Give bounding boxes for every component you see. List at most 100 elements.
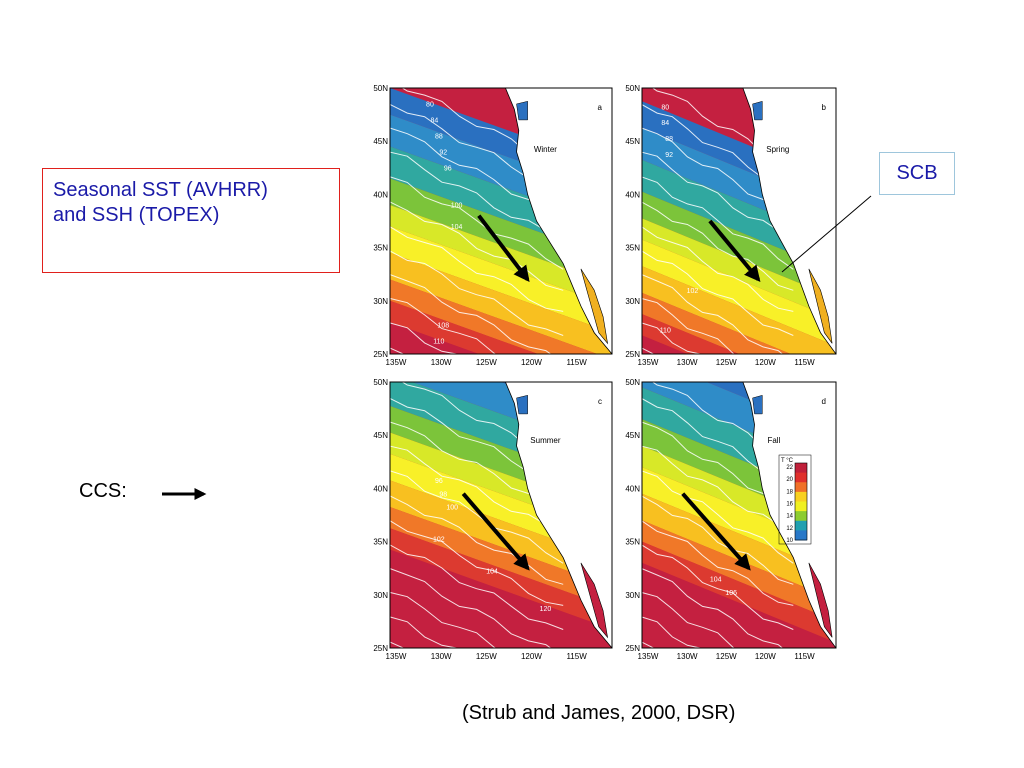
ccs-legend-label: CCS: — [79, 480, 127, 502]
colorbar-unit: T °C — [781, 458, 794, 464]
contour-label: 102 — [687, 288, 699, 295]
lon-tick-label: 135W — [386, 358, 407, 367]
contour-label: 104 — [451, 224, 463, 231]
lon-tick-label: 125W — [716, 358, 737, 367]
lon-tick-label: 130W — [431, 652, 452, 661]
lat-tick-label: 40N — [373, 190, 388, 199]
panel-frame — [389, 87, 613, 355]
contour-label: 92 — [439, 150, 447, 157]
lon-tick-label: 135W — [638, 652, 659, 661]
contour-label: 88 — [435, 134, 443, 141]
panel-letter: d — [822, 397, 826, 406]
lon-tick-label: 125W — [476, 652, 497, 661]
contour-label: 84 — [431, 118, 439, 125]
contour-label: 104 — [486, 569, 498, 576]
lon-tick-label: 115W — [566, 358, 587, 367]
title-box: Seasonal SST (AVHRR) and SSH (TOPEX) — [42, 168, 340, 273]
season-label: Summer — [530, 436, 561, 445]
lon-tick-label: 115W — [794, 358, 815, 367]
contour-label: 120 — [540, 606, 552, 613]
lat-tick-label: 40N — [625, 484, 640, 493]
colorbar: T °C22 20 18 16 14 12 10 — [778, 454, 812, 545]
contour-label: 100 — [446, 505, 458, 512]
lat-tick-label: 50N — [625, 378, 640, 387]
ccs-arrow — [681, 492, 751, 571]
colorbar-segment — [795, 472, 807, 483]
lat-tick-label: 50N — [373, 84, 388, 93]
lat-tick-label: 50N — [625, 84, 640, 93]
lat-tick-label: 30N — [625, 591, 640, 600]
colorbar-tick: 22 — [786, 465, 793, 471]
season-label: Fall — [767, 436, 780, 445]
lat-tick-label: 45N — [373, 431, 388, 440]
colorbar-segment — [795, 463, 807, 474]
lat-tick-label: 35N — [373, 538, 388, 547]
lat-tick-label: 45N — [625, 137, 640, 146]
scb-label-box: SCB — [879, 152, 955, 195]
colorbar-tick: 10 — [786, 538, 793, 544]
colorbar-segment — [795, 511, 807, 522]
lat-tick-label: 30N — [373, 297, 388, 306]
contour-label: 110 — [660, 328, 671, 335]
season-label: Spring — [766, 145, 789, 154]
lon-tick-label: 120W — [755, 652, 776, 661]
contour-label: 106 — [725, 590, 737, 597]
lon-tick-label: 120W — [755, 358, 776, 367]
contour-label: 110 — [433, 338, 444, 345]
lat-tick-label: 25N — [373, 350, 388, 359]
ccs-arrow — [477, 214, 530, 283]
lon-tick-label: 115W — [794, 652, 815, 661]
lon-tick-label: 120W — [521, 652, 542, 661]
title-line-2: and SSH (TOPEX) — [53, 204, 220, 226]
panel-letter: a — [598, 103, 603, 112]
colorbar-frame — [778, 454, 812, 545]
colorbar-tick: 20 — [786, 477, 793, 483]
lat-tick-label: 45N — [373, 137, 388, 146]
contour-label: 96 — [444, 165, 452, 172]
lon-tick-label: 120W — [521, 358, 542, 367]
lon-tick-label: 125W — [716, 652, 737, 661]
citation: (Strub and James, 2000, DSR) — [462, 702, 736, 724]
lat-tick-label: 35N — [625, 538, 640, 547]
lat-tick-label: 25N — [625, 644, 640, 653]
lon-tick-label: 135W — [638, 358, 659, 367]
contour-label: 102 — [433, 537, 445, 544]
lat-tick-label: 30N — [373, 591, 388, 600]
colorbar-segment — [795, 530, 807, 541]
season-label: Winter — [534, 145, 557, 154]
lat-tick-label: 40N — [625, 190, 640, 199]
lat-tick-label: 35N — [373, 244, 388, 253]
lat-tick-label: 40N — [373, 484, 388, 493]
contour-label: 88 — [665, 136, 673, 143]
scb-pointer-line — [781, 195, 872, 273]
contour-label: 98 — [439, 491, 447, 498]
contour-label: 80 — [661, 104, 669, 111]
contour-label: 80 — [426, 102, 434, 109]
colorbar-tick: 18 — [786, 489, 793, 495]
colorbar-segment — [795, 482, 807, 493]
colorbar-segment — [795, 501, 807, 512]
contour-label: 92 — [665, 152, 673, 159]
contour-label: 84 — [661, 120, 669, 127]
lat-tick-label: 35N — [625, 244, 640, 253]
panel-frame — [641, 381, 837, 649]
lat-tick-label: 50N — [373, 378, 388, 387]
panel-frame — [641, 87, 837, 355]
lon-tick-label: 130W — [677, 358, 698, 367]
colorbar-segment — [795, 491, 807, 502]
lat-tick-label: 45N — [625, 431, 640, 440]
ccs-arrow — [461, 492, 530, 571]
lat-tick-label: 25N — [373, 644, 388, 653]
lon-tick-label: 125W — [476, 358, 497, 367]
contour-label: 108 — [437, 322, 449, 329]
lon-tick-label: 130W — [677, 652, 698, 661]
panel-letter: b — [822, 103, 827, 112]
panel-frame — [389, 381, 613, 649]
contour-label: 96 — [435, 478, 443, 485]
colorbar-tick: 16 — [786, 502, 793, 508]
